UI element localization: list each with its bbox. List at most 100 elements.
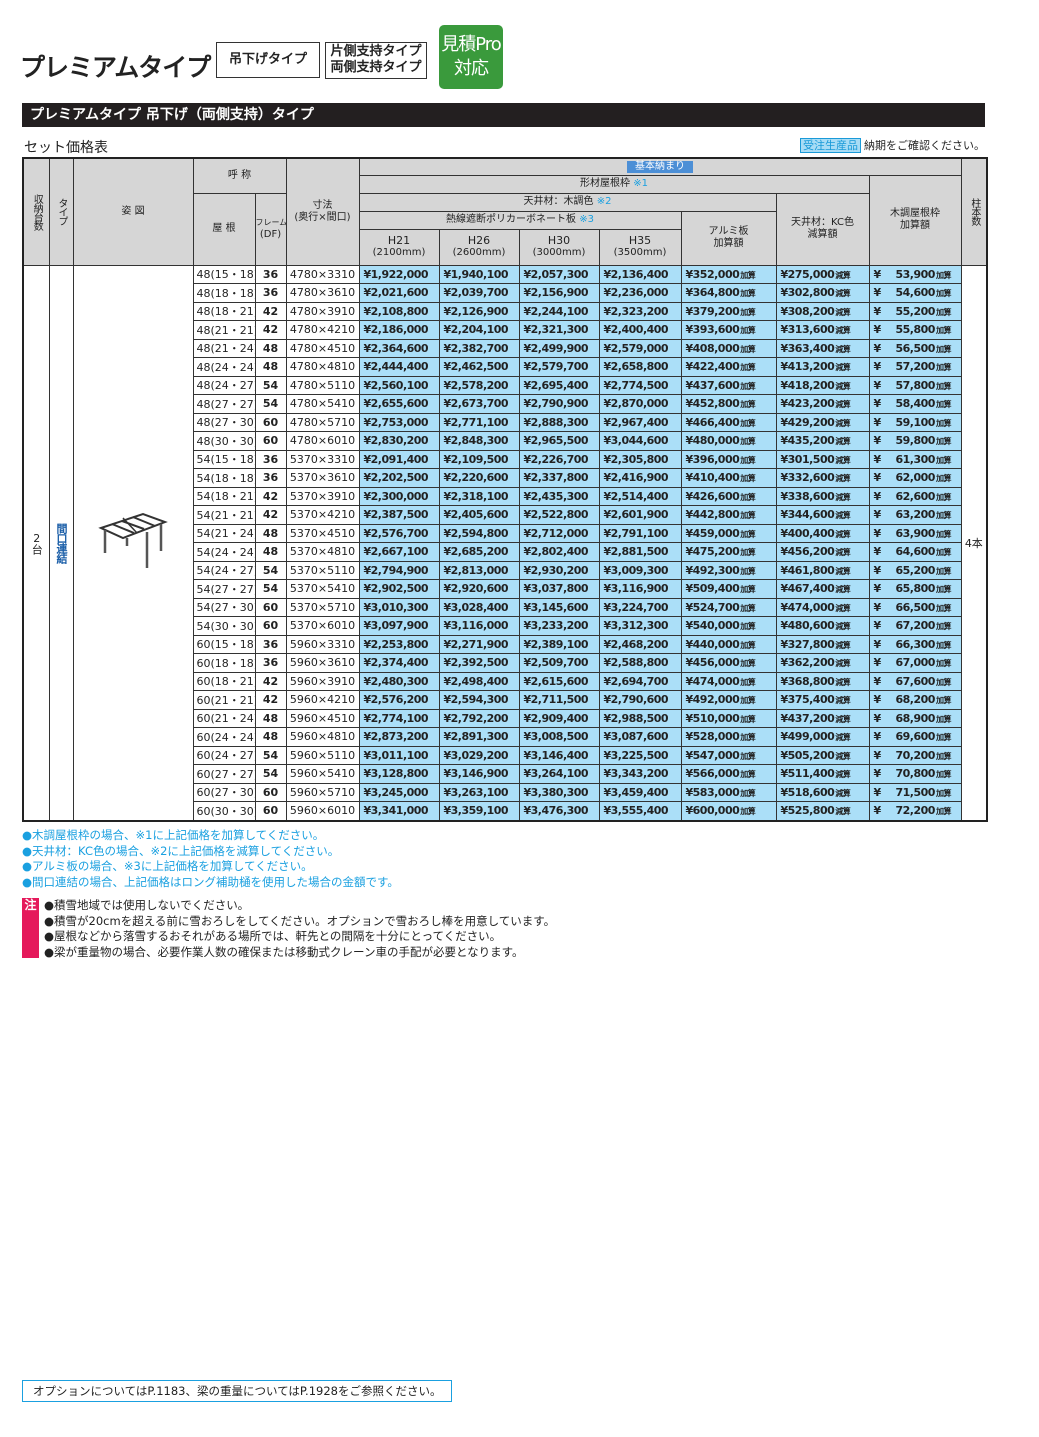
kc-sub: ¥413,200減算 <box>775 357 870 377</box>
yen-sign: ¥ <box>873 711 882 725</box>
amount: ¥456,000 <box>685 656 740 670</box>
frame-df: 54 <box>254 560 287 580</box>
add-label: 加算 <box>935 751 952 761</box>
table-row: 54(21・24) 48 5370×4510 ¥2,576,700 ¥2,594,800… <box>23 523 987 543</box>
note-ref-2: ※2 <box>596 196 612 207</box>
price: ¥3,245,000 <box>358 782 440 802</box>
add-label: 加算 <box>935 696 952 706</box>
price: ¥2,400,400 <box>598 320 682 340</box>
price: ¥2,792,200 <box>438 708 520 728</box>
alumi-add: ¥352,000加算 <box>680 264 777 284</box>
frame-df: 36 <box>254 634 287 654</box>
sub-label: 減算 <box>835 733 851 743</box>
yen-sign: ¥ <box>873 526 882 540</box>
price: ¥3,037,800 <box>518 579 600 599</box>
price: ¥2,920,600 <box>438 579 520 599</box>
frame-df: 36 <box>254 264 287 284</box>
frame-df: 36 <box>254 449 287 469</box>
note-ref-3: ※3 <box>579 214 594 225</box>
price: ¥2,039,700 <box>438 283 520 303</box>
height-label: H26 <box>467 234 491 247</box>
wood-add: ¥61,300加算 <box>868 449 962 469</box>
sub-label: 減算 <box>835 289 851 299</box>
note-line: ●アルミ板の場合、※3に上記価格を加算してください。 <box>22 859 313 873</box>
size: 5370×3910 <box>285 486 360 506</box>
wood-add: ¥70,200加算 <box>868 745 962 765</box>
header-figure: 姿 図 <box>72 157 194 266</box>
kc-sub: ¥418,200減算 <box>775 375 870 395</box>
frame-df: 48 <box>254 357 287 377</box>
kc-sub: ¥302,800減算 <box>775 283 870 303</box>
price: ¥3,008,500 <box>518 727 600 747</box>
price: ¥2,694,700 <box>598 671 682 691</box>
wood-add: ¥67,000加算 <box>868 653 962 673</box>
price: ¥2,576,700 <box>358 523 440 543</box>
made-to-order-badge: 受注生産品 <box>800 138 861 153</box>
yen-sign: ¥ <box>873 286 882 300</box>
add-label: 加算 <box>740 307 756 317</box>
frame-df: 42 <box>254 505 287 525</box>
alumi-add: ¥528,000加算 <box>680 727 777 747</box>
header-basic: 基本納まり <box>358 157 962 176</box>
add-label: 加算 <box>935 529 952 539</box>
amount: ¥362,200 <box>780 656 835 670</box>
amount: ¥375,400 <box>780 693 835 707</box>
sub-label: 減算 <box>835 474 851 484</box>
amount: ¥422,400 <box>685 360 740 374</box>
alumi-add: ¥410,400加算 <box>680 468 777 488</box>
amount: 55,800 <box>895 323 936 337</box>
amount: ¥524,700 <box>685 600 740 614</box>
price: ¥2,594,300 <box>438 690 520 710</box>
amount: ¥511,400 <box>780 767 835 781</box>
amount: ¥474,000 <box>685 674 740 688</box>
price: ¥3,312,300 <box>598 616 682 636</box>
add-label: 加算 <box>935 807 952 817</box>
sub-label: 減算 <box>835 455 851 465</box>
add-label: 加算 <box>935 622 952 632</box>
height-label: H30 <box>547 234 571 247</box>
amount: ¥308,200 <box>780 304 835 318</box>
table-row: 60(21・24) 48 5960×4510 ¥2,774,100 ¥2,792,200… <box>23 708 987 728</box>
alumi-add: ¥452,800加算 <box>680 394 777 414</box>
price: ¥3,476,300 <box>518 801 600 821</box>
price: ¥2,300,000 <box>358 486 440 506</box>
roof-name: 60(24・27) <box>192 745 256 765</box>
tag-both-sides: 両側支持タイプ <box>330 60 422 75</box>
price: ¥2,204,100 <box>438 320 520 340</box>
price: ¥2,509,700 <box>518 653 600 673</box>
sub-label: 減算 <box>835 400 851 410</box>
header-ceiling: 天井材：木調色 ※2 <box>358 192 777 212</box>
amount: ¥547,000 <box>685 748 740 762</box>
yen-sign: ¥ <box>873 748 882 762</box>
price: ¥2,774,500 <box>598 375 682 395</box>
price: ¥2,794,900 <box>358 560 440 580</box>
header-height-h26: H26 (2600mm) <box>438 228 520 266</box>
alumi-add: ¥475,200加算 <box>680 542 777 562</box>
add-label: 加算 <box>740 270 756 280</box>
roof-name: 60(27・27) <box>192 764 256 784</box>
add-label: 加算 <box>740 733 756 743</box>
header-poly: 熱線遮断ポリカーボネート板 ※3 <box>358 210 682 230</box>
amount: 68,200 <box>895 693 936 707</box>
alumi-add: ¥600,000加算 <box>680 801 777 821</box>
add-label: 加算 <box>935 307 952 317</box>
add-label: 加算 <box>935 437 952 447</box>
price: ¥2,226,700 <box>518 449 600 469</box>
price: ¥2,253,800 <box>358 634 440 654</box>
sub-label: 減算 <box>835 418 851 428</box>
wood-add: ¥64,600加算 <box>868 542 962 562</box>
size: 4780×6010 <box>285 431 360 451</box>
yen-sign: ¥ <box>873 489 882 503</box>
sub-label: 減算 <box>835 640 851 650</box>
price: ¥2,321,300 <box>518 320 600 340</box>
pergola-figure-icon <box>98 512 168 568</box>
yen-sign: ¥ <box>873 785 882 799</box>
amount: ¥408,000 <box>685 341 740 355</box>
amount: 62,000 <box>895 471 936 485</box>
add-label: 加算 <box>740 437 756 447</box>
price: ¥2,462,500 <box>438 357 520 377</box>
wood-add: ¥55,800加算 <box>868 320 962 340</box>
amount: 66,500 <box>895 600 936 614</box>
table-row: 60(27・27) 54 5960×5410 ¥3,128,800 ¥3,146,900… <box>23 764 987 784</box>
alumi-add: ¥566,000加算 <box>680 764 777 784</box>
